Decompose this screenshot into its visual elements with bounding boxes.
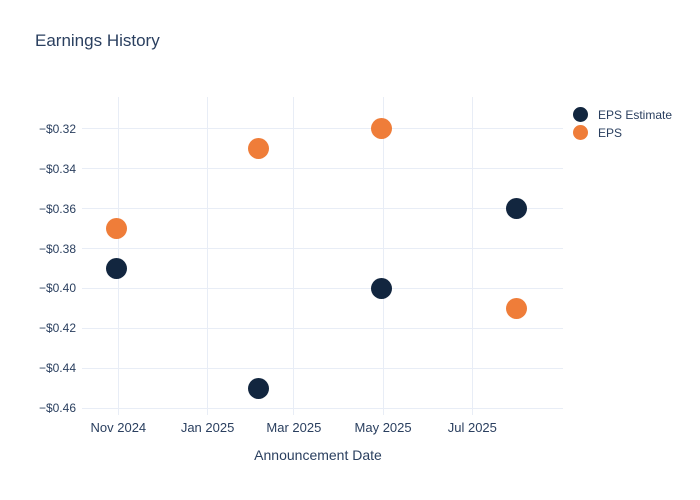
y-tick-label: −$0.36	[38, 201, 76, 216]
legend-label-eps-estimate: EPS Estimate	[598, 107, 673, 122]
data-point-eps[interactable]	[505, 297, 527, 319]
legend-label-eps: EPS	[598, 125, 623, 140]
x-gridline	[117, 97, 119, 409]
x-gridline	[293, 97, 295, 409]
plot-area[interactable]	[73, 97, 563, 409]
x-tick-label: Mar 2025	[266, 420, 322, 435]
x-tick-label: Jul 2025	[447, 420, 497, 435]
x-tick-label: Jan 2025	[180, 420, 235, 435]
y-gridline	[82, 407, 563, 409]
x-tick-mark	[293, 409, 295, 415]
y-gridline	[82, 327, 563, 329]
y-gridline	[82, 128, 563, 130]
x-tick-label: May 2025	[354, 420, 412, 435]
x-tick-mark	[117, 409, 119, 415]
data-point-eps-estimate[interactable]	[371, 277, 393, 299]
data-point-eps[interactable]	[371, 118, 393, 140]
chart-title: Earnings History	[35, 31, 160, 50]
y-tick-label: −$0.44	[38, 361, 76, 376]
y-tick-label: −$0.40	[38, 281, 76, 296]
legend: EPS Estimate EPS	[573, 106, 672, 142]
x-tick-label: Nov 2024	[90, 420, 147, 435]
x-tick-mark	[471, 409, 473, 415]
x-gridline	[382, 97, 384, 409]
data-point-eps[interactable]	[248, 138, 270, 160]
y-tick-label: −$0.32	[38, 121, 76, 136]
x-tick-mark	[382, 409, 384, 415]
legend-item-eps-estimate[interactable]: EPS Estimate	[573, 106, 672, 123]
y-gridline	[82, 208, 563, 210]
y-tick-label: −$0.46	[38, 401, 76, 415]
y-tick-label: −$0.34	[38, 161, 76, 176]
x-gridline	[207, 97, 209, 409]
y-gridline	[82, 287, 563, 289]
x-tick-mark	[207, 409, 209, 415]
y-tick-label: −$0.38	[38, 241, 76, 256]
x-axis-title: Announcement Date	[254, 447, 382, 463]
y-gridline	[82, 367, 563, 369]
legend-item-eps[interactable]: EPS	[573, 124, 672, 141]
x-gridline	[471, 97, 473, 409]
data-point-eps[interactable]	[106, 218, 128, 240]
y-gridline	[82, 248, 563, 249]
data-point-eps-estimate[interactable]	[248, 377, 270, 399]
eps-estimate-marker-icon	[573, 107, 588, 122]
eps-marker-icon	[573, 125, 588, 140]
data-point-eps-estimate[interactable]	[106, 257, 128, 279]
y-gridline	[82, 168, 563, 170]
data-point-eps-estimate[interactable]	[505, 198, 527, 220]
y-tick-label: −$0.42	[38, 321, 76, 336]
